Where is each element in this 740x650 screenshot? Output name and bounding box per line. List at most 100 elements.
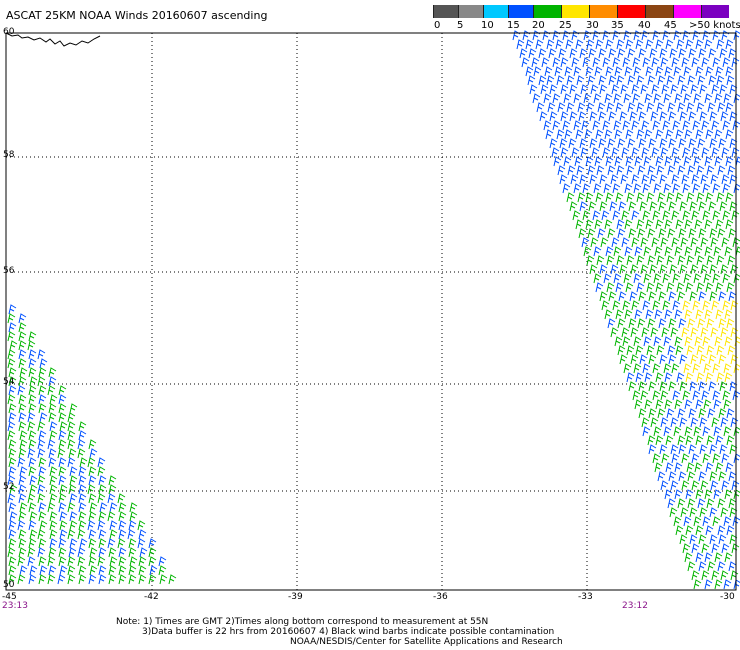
- wind-barb: [693, 156, 702, 167]
- wind-barb: [667, 165, 676, 176]
- wind-barb: [39, 520, 48, 531]
- wind-barb: [641, 147, 650, 158]
- wind-barb: [571, 147, 580, 158]
- wind-barb: [685, 435, 694, 446]
- wind-barb: [725, 192, 734, 203]
- wind-barb: [711, 570, 720, 581]
- wind-barb: [598, 48, 607, 59]
- lat-label: 58: [3, 150, 15, 160]
- wind-barb: [688, 111, 697, 122]
- wind-barb: [668, 291, 677, 302]
- wind-barb: [667, 102, 676, 113]
- wind-barb: [47, 574, 56, 585]
- wind-barb: [551, 147, 560, 158]
- wind-barb: [721, 237, 730, 248]
- wind-barb: [543, 93, 552, 104]
- wind-barb: [704, 579, 713, 590]
- wind-barb: [49, 484, 58, 495]
- wind-barb: [700, 264, 709, 275]
- wind-barb: [709, 444, 718, 455]
- wind-barb: [709, 111, 718, 122]
- wind-barb: [721, 147, 730, 158]
- wind-barb: [98, 574, 107, 585]
- wind-barb: [67, 421, 76, 432]
- wind-barb: [636, 255, 645, 266]
- wind-barb: [138, 529, 147, 540]
- wind-barb: [8, 556, 17, 567]
- wind-barb: [556, 75, 565, 86]
- wind-barb: [727, 255, 736, 266]
- wind-barb: [632, 390, 641, 401]
- wind-barb: [656, 255, 665, 266]
- wind-barb: [627, 138, 636, 149]
- wind-barb: [601, 300, 610, 311]
- wind-barb: [129, 502, 138, 513]
- wind-barb: [616, 75, 625, 86]
- wind-barb: [8, 304, 17, 315]
- scale-swatch-1: [458, 5, 483, 18]
- wind-barb: [598, 138, 607, 149]
- wind-barb: [560, 84, 569, 95]
- wind-barb: [628, 318, 637, 329]
- wind-barb: [722, 300, 731, 311]
- wind-barb: [667, 498, 676, 509]
- wind-barb: [98, 475, 107, 486]
- wind-barb: [78, 484, 87, 495]
- wind-barb: [616, 39, 625, 50]
- wind-barb: [685, 489, 694, 500]
- wind-barb: [67, 430, 76, 441]
- wind-barb: [626, 372, 635, 383]
- wind-barb: [645, 66, 654, 77]
- wind-barb: [628, 228, 637, 239]
- wind-barb: [612, 57, 621, 68]
- wind-barb: [97, 520, 106, 531]
- wind-barb: [715, 66, 724, 77]
- wind-barb: [529, 84, 538, 95]
- wind-barb: [639, 201, 648, 212]
- wind-barb: [712, 57, 721, 68]
- wind-barb: [18, 340, 27, 351]
- wind-barb: [560, 111, 569, 122]
- wind-barb: [118, 565, 127, 576]
- wind-barb: [49, 475, 58, 486]
- wind-barb: [691, 174, 700, 185]
- wind-barb: [18, 529, 27, 540]
- wind-barb: [18, 511, 27, 522]
- wind-barb: [659, 138, 668, 149]
- wind-barb: [724, 246, 733, 257]
- wind-barb: [158, 565, 167, 576]
- wind-barb: [733, 426, 740, 437]
- wind-barb: [704, 489, 713, 500]
- wind-barb: [688, 444, 697, 455]
- wind-barb: [683, 516, 692, 527]
- wind-barb: [585, 192, 594, 203]
- wind-barb: [651, 237, 660, 248]
- wind-barb: [569, 111, 578, 122]
- wind-barb: [706, 498, 715, 509]
- wind-barb: [579, 174, 588, 185]
- wind-barb: [653, 426, 662, 437]
- wind-barb: [728, 228, 737, 239]
- wind-barb: [118, 520, 127, 531]
- wind-barb: [719, 444, 728, 455]
- wind-barb: [664, 219, 673, 230]
- wind-barb: [688, 138, 697, 149]
- wind-barb: [613, 93, 622, 104]
- wind-barb: [724, 309, 733, 320]
- wind-barb: [48, 448, 57, 459]
- wind-barb: [618, 201, 627, 212]
- wind-barb: [711, 300, 720, 311]
- wind-barb: [18, 394, 27, 405]
- wind-barb: [67, 502, 76, 513]
- wind-barb: [49, 466, 58, 477]
- wind-barb: [687, 498, 696, 509]
- wind-barb: [713, 426, 722, 437]
- wind-barb: [117, 538, 126, 549]
- wind-barb: [674, 93, 683, 104]
- wind-barb: [704, 246, 713, 257]
- wind-barb: [88, 466, 97, 477]
- wind-barb: [49, 511, 58, 522]
- wind-barb: [78, 466, 87, 477]
- wind-barb: [580, 147, 589, 158]
